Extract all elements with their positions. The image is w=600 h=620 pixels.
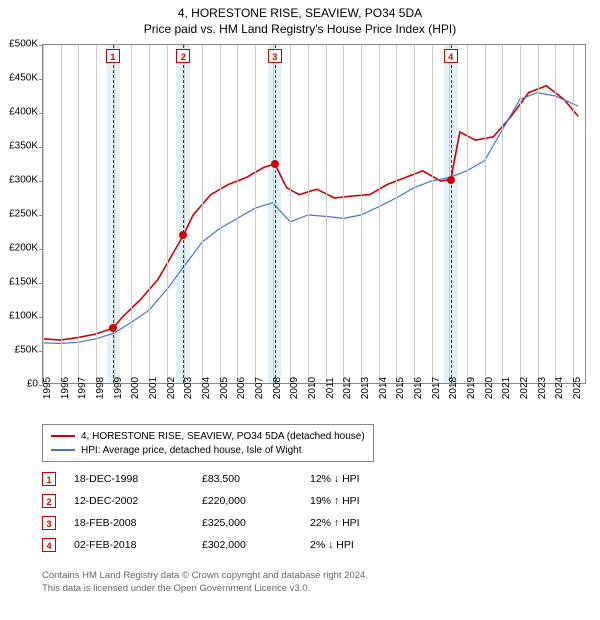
sale-row-date: 12-DEC-2002 [74, 495, 184, 507]
sales-table: 1 18-DEC-1998 £83,500 12% ↓ HPI 2 12-DEC-2002… [42, 468, 400, 556]
x-axis-label: 2002 [166, 377, 177, 399]
legend-swatch [51, 449, 75, 451]
sale-marker-line [183, 45, 184, 383]
line-series-svg [43, 45, 587, 385]
x-axis-label: 2000 [130, 377, 141, 399]
x-axis-label: 2025 [572, 377, 583, 399]
footer-attribution: Contains HM Land Registry data © Crown c… [42, 570, 368, 596]
sale-row-price: £325,000 [202, 517, 292, 529]
sale-row-hpi: 2% ↓ HPI [310, 539, 400, 551]
y-axis-label: £0 [27, 379, 38, 390]
footer-line-2: This data is licensed under the Open Gov… [42, 583, 368, 596]
chart-subtitle: Price paid vs. HM Land Registry's House … [0, 22, 600, 36]
sale-row-hpi: 19% ↑ HPI [310, 495, 400, 507]
x-axis-label: 2021 [501, 377, 512, 399]
x-axis-label: 2023 [537, 377, 548, 399]
x-axis-label: 2006 [236, 377, 247, 399]
sale-row: 3 18-FEB-2008 £325,000 22% ↑ HPI [42, 512, 400, 534]
legend-row: HPI: Average price, detached house, Isle… [51, 443, 365, 457]
x-axis-label: 2018 [448, 377, 459, 399]
y-axis-label: £450K [9, 73, 38, 84]
sale-row: 4 02-FEB-2018 £302,000 2% ↓ HPI [42, 534, 400, 556]
sale-marker-number: 2 [176, 49, 190, 63]
sale-marker-dot [179, 231, 187, 239]
x-axis-label: 2019 [466, 377, 477, 399]
x-axis-label: 2009 [289, 377, 300, 399]
chart-title: 4, HORESTONE RISE, SEAVIEW, PO34 5DA [0, 6, 600, 20]
x-axis-label: 2015 [395, 377, 406, 399]
sale-row-date: 02-FEB-2018 [74, 539, 184, 551]
x-axis-label: 1995 [42, 377, 53, 399]
legend-swatch [51, 435, 75, 437]
x-axis-label: 2001 [148, 377, 159, 399]
plot-region: 1 2 3 4 [42, 44, 586, 384]
sale-marker-dot [271, 160, 279, 168]
legend-row: 4, HORESTONE RISE, SEAVIEW, PO34 5DA (de… [51, 429, 365, 443]
sale-marker-number: 1 [106, 49, 120, 63]
y-axis-label: £100K [9, 311, 38, 322]
y-axis-label: £300K [9, 175, 38, 186]
sale-row-price: £220,000 [202, 495, 292, 507]
x-axis-label: 2014 [378, 377, 389, 399]
sale-row-number: 4 [42, 538, 56, 552]
sale-row-price: £302,000 [202, 539, 292, 551]
y-axis-label: £500K [9, 39, 38, 50]
sale-marker-number: 3 [268, 49, 282, 63]
x-axis-label: 2022 [519, 377, 530, 399]
sale-row-number: 1 [42, 472, 56, 486]
y-axis-label: £150K [9, 277, 38, 288]
sale-marker-number: 4 [444, 49, 458, 63]
legend-label: HPI: Average price, detached house, Isle… [81, 445, 302, 456]
x-axis-label: 2008 [272, 377, 283, 399]
sale-row-hpi: 12% ↓ HPI [310, 473, 400, 485]
series-property [43, 86, 578, 340]
y-axis-label: £200K [9, 243, 38, 254]
sale-row-date: 18-DEC-1998 [74, 473, 184, 485]
x-axis-label: 1997 [77, 377, 88, 399]
x-axis-label: 2004 [201, 377, 212, 399]
y-axis-label: £250K [9, 209, 38, 220]
x-axis-label: 2011 [325, 377, 336, 399]
title-block: 4, HORESTONE RISE, SEAVIEW, PO34 5DA Pri… [0, 0, 600, 36]
sale-row: 2 12-DEC-2002 £220,000 19% ↑ HPI [42, 490, 400, 512]
x-axis-label: 1998 [95, 377, 106, 399]
y-axis-label: £350K [9, 141, 38, 152]
sale-marker-dot [109, 324, 117, 332]
sale-row-date: 18-FEB-2008 [74, 517, 184, 529]
x-axis-label: 1999 [113, 377, 124, 399]
x-axis-label: 2012 [342, 377, 353, 399]
x-axis-label: 2016 [413, 377, 424, 399]
sale-row: 1 18-DEC-1998 £83,500 12% ↓ HPI [42, 468, 400, 490]
legend: 4, HORESTONE RISE, SEAVIEW, PO34 5DA (de… [42, 424, 374, 462]
x-axis-label: 2007 [254, 377, 265, 399]
sale-row-number: 2 [42, 494, 56, 508]
footer-line-1: Contains HM Land Registry data © Crown c… [42, 570, 368, 583]
sale-marker-line [113, 45, 114, 383]
legend-label: 4, HORESTONE RISE, SEAVIEW, PO34 5DA (de… [81, 431, 365, 442]
x-axis-label: 1996 [60, 377, 71, 399]
x-axis-label: 2005 [219, 377, 230, 399]
x-axis-label: 2017 [431, 377, 442, 399]
series-hpi [43, 93, 578, 344]
sale-marker-line [451, 45, 452, 383]
y-axis-label: £400K [9, 107, 38, 118]
y-axis-label: £50K [15, 345, 38, 356]
x-axis-label: 2010 [307, 377, 318, 399]
sale-row-number: 3 [42, 516, 56, 530]
sale-marker-line [275, 45, 276, 383]
sale-row-price: £83,500 [202, 473, 292, 485]
x-axis-label: 2003 [183, 377, 194, 399]
x-axis-label: 2020 [484, 377, 495, 399]
sale-marker-dot [447, 176, 455, 184]
chart-area: 1234 £0£50K£100K£150K£200K£250K£300K£350… [42, 44, 586, 384]
x-axis-label: 2024 [554, 377, 565, 399]
x-axis-label: 2013 [360, 377, 371, 399]
sale-row-hpi: 22% ↑ HPI [310, 517, 400, 529]
